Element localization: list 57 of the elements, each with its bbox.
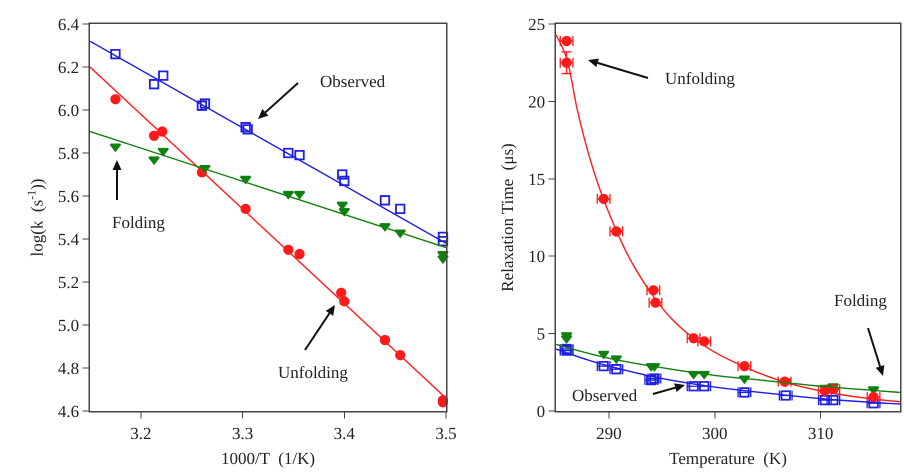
point [148,156,160,165]
point [283,148,294,158]
y-axis-title: Relaxation Time (μs) [498,143,517,292]
point [294,150,305,160]
point [200,98,210,109]
point [148,79,160,90]
annotation: Observed [320,72,386,91]
point [294,248,305,260]
point [395,204,406,214]
x-axis-title: 1000/T (1/K) [220,449,316,468]
point [598,350,610,359]
annotation: Observed [572,386,638,405]
point [337,169,348,180]
x-tick-label: 3.4 [334,424,356,443]
y-tick-label: 5.4 [58,230,80,249]
x-tick-label: 310 [808,424,834,443]
x-axis-title: Temperature (K) [669,449,787,468]
annotation: Unfolding [278,363,348,382]
point [336,288,346,298]
y-tick-label: 15 [528,170,546,189]
y-tick-label: 25 [528,14,546,34]
point [560,335,572,344]
point [380,195,390,206]
point [110,144,122,152]
y-tick-label: 4.8 [58,358,80,378]
point [148,130,160,141]
y-tick-label: 6.2 [58,58,80,77]
x-tick-label: 3.3 [232,424,254,443]
y-tick-label: 5.6 [58,186,80,206]
annotation: Unfolding [665,69,736,88]
x-tick-label: 3.5 [435,424,457,443]
point [110,94,121,104]
point [158,70,168,81]
y-tick-label: 5.0 [58,316,80,335]
y-tick-label: 5 [536,324,546,344]
y-tick-label: 10 [528,247,546,266]
y-tick-label: 5.2 [58,272,80,292]
point [438,232,448,242]
y-tick-label: 5.8 [58,144,80,163]
x-tick-label: 290 [596,424,622,443]
annotation: Folding [112,213,166,232]
x-tick-label: 300 [702,424,728,443]
point [196,100,208,111]
y-tick-label: 6.4 [58,14,80,34]
point [339,176,350,186]
y-tick-label: 6.0 [58,100,80,120]
y-tick-label: 4.6 [58,402,80,421]
point [242,124,253,134]
y-tick-label: 0 [536,402,546,421]
point [110,48,121,60]
x-tick-label: 3.2 [130,424,152,443]
point [438,236,448,246]
point [294,190,306,199]
y-tick-label: 20 [528,92,546,112]
line-series [556,34,900,402]
annotation: Folding [834,291,888,310]
point [240,122,251,132]
